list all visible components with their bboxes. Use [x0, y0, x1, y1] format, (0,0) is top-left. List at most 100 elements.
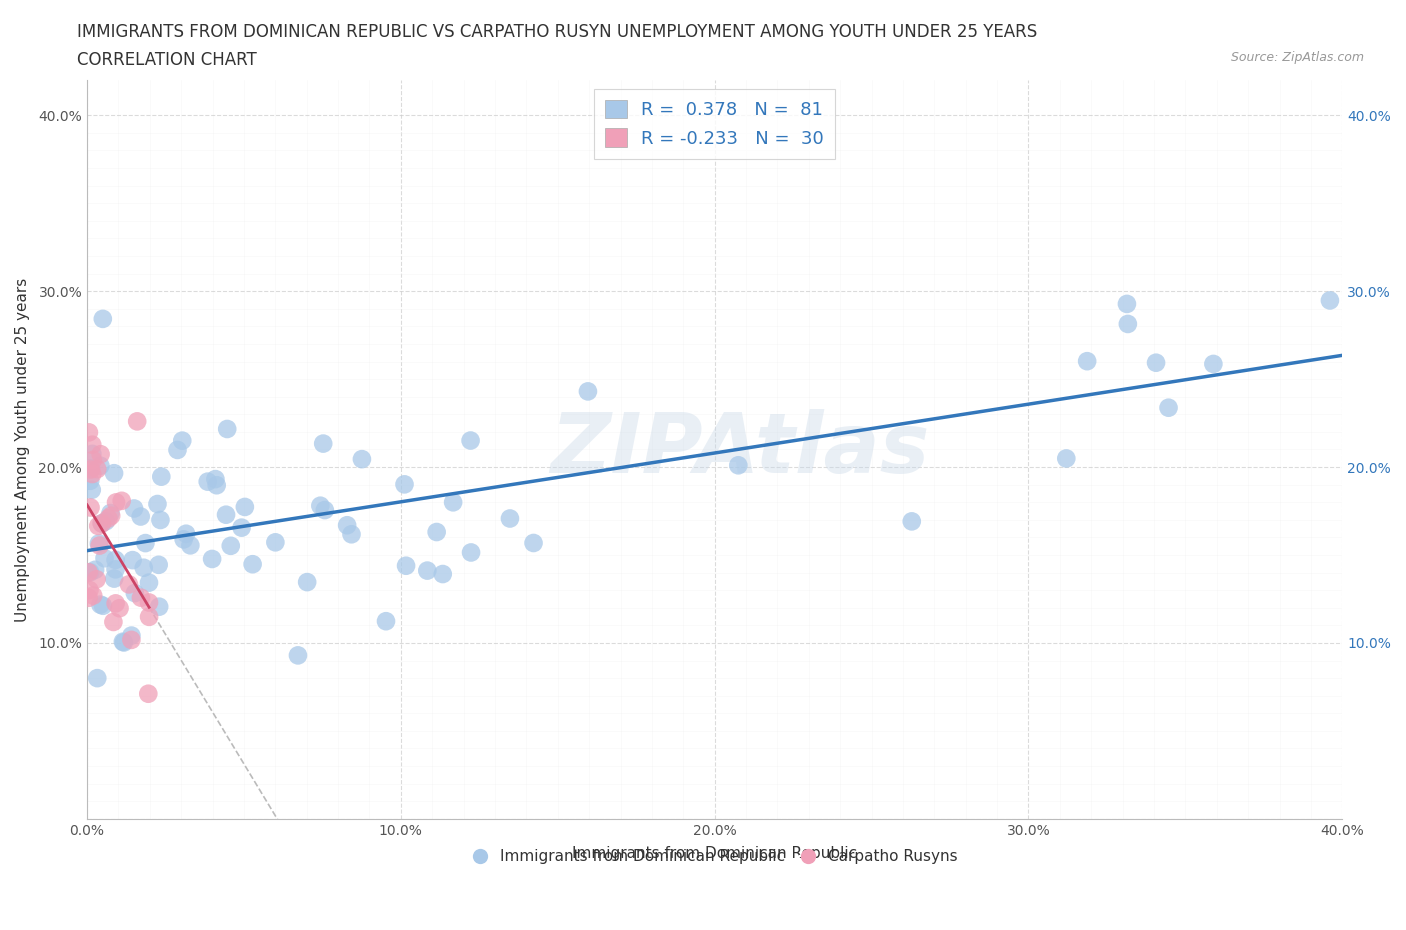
Point: [91, 312, 114, 326]
Point: [148, 599, 170, 614]
Point: [120, 628, 142, 643]
Point: [103, 615, 125, 630]
Point: [426, 525, 449, 539]
Point: [129, 509, 152, 524]
Point: [231, 520, 253, 535]
Point: [84, 563, 107, 578]
Point: [233, 499, 256, 514]
Point: [120, 632, 142, 647]
Point: [77, 565, 100, 579]
Point: [79, 500, 101, 515]
Point: [129, 591, 152, 605]
Point: [340, 526, 363, 541]
Point: [499, 512, 522, 526]
Point: [97, 511, 120, 525]
Point: [104, 562, 127, 577]
Point: [204, 472, 226, 486]
Point: [522, 536, 544, 551]
Point: [122, 501, 145, 516]
Point: [150, 470, 173, 485]
Point: [287, 648, 309, 663]
Point: [1157, 400, 1180, 415]
Point: [86, 572, 108, 587]
Point: [111, 494, 134, 509]
Point: [77, 591, 100, 605]
Point: [295, 575, 318, 590]
Point: [89, 458, 111, 473]
Point: [309, 498, 332, 513]
Point: [104, 596, 127, 611]
Point: [395, 558, 418, 573]
Point: [87, 519, 110, 534]
Point: [90, 516, 112, 531]
Point: [136, 686, 159, 701]
Point: [432, 566, 454, 581]
Point: [149, 512, 172, 527]
Point: [138, 595, 160, 610]
Point: [77, 425, 100, 440]
Point: [1054, 451, 1077, 466]
Point: [350, 452, 373, 467]
Point: [197, 474, 219, 489]
X-axis label: Immigrants from Dominican Republic: Immigrants from Dominican Republic: [572, 846, 858, 861]
Text: Source: ZipAtlas.com: Source: ZipAtlas.com: [1230, 51, 1364, 64]
Point: [264, 535, 287, 550]
Point: [82, 453, 104, 468]
Point: [124, 586, 146, 601]
Point: [94, 514, 117, 529]
Point: [79, 473, 101, 488]
Point: [1144, 355, 1167, 370]
Point: [441, 495, 464, 510]
Point: [91, 598, 114, 613]
Point: [121, 552, 143, 567]
Point: [103, 466, 125, 481]
Point: [1076, 353, 1098, 368]
Point: [100, 509, 122, 524]
Point: [312, 436, 335, 451]
Point: [132, 560, 155, 575]
Point: [80, 461, 103, 476]
Point: [79, 583, 101, 598]
Point: [1202, 356, 1225, 371]
Point: [336, 518, 359, 533]
Point: [82, 588, 104, 603]
Point: [148, 557, 170, 572]
Point: [576, 384, 599, 399]
Text: ZIPAtlas: ZIPAtlas: [550, 409, 929, 490]
Point: [314, 502, 336, 517]
Text: IMMIGRANTS FROM DOMINICAN REPUBLIC VS CARPATHO RUSYN UNEMPLOYMENT AMONG YOUTH UN: IMMIGRANTS FROM DOMINICAN REPUBLIC VS CA…: [77, 23, 1038, 41]
Point: [179, 538, 201, 552]
Point: [900, 514, 922, 529]
Point: [105, 495, 128, 510]
Point: [138, 609, 160, 624]
Point: [111, 634, 134, 649]
Point: [1116, 316, 1139, 331]
Point: [103, 571, 125, 586]
Point: [460, 545, 482, 560]
Y-axis label: Unemployment Among Youth under 25 years: Unemployment Among Youth under 25 years: [15, 277, 30, 621]
Point: [217, 421, 239, 436]
Point: [460, 433, 482, 448]
Point: [82, 467, 104, 482]
Point: [205, 478, 228, 493]
Point: [375, 614, 398, 629]
Point: [87, 536, 110, 551]
Point: [727, 458, 749, 472]
Point: [80, 462, 103, 477]
Point: [394, 477, 416, 492]
Point: [86, 461, 108, 476]
Point: [166, 443, 188, 458]
Point: [100, 506, 122, 521]
Point: [79, 565, 101, 579]
Point: [146, 497, 169, 512]
Point: [93, 551, 115, 565]
Point: [1116, 297, 1139, 312]
Point: [80, 483, 103, 498]
Point: [86, 671, 108, 685]
Point: [82, 446, 104, 461]
Point: [82, 437, 104, 452]
Point: [138, 575, 160, 590]
Point: [89, 538, 111, 553]
Text: CORRELATION CHART: CORRELATION CHART: [77, 51, 257, 69]
Point: [108, 601, 131, 616]
